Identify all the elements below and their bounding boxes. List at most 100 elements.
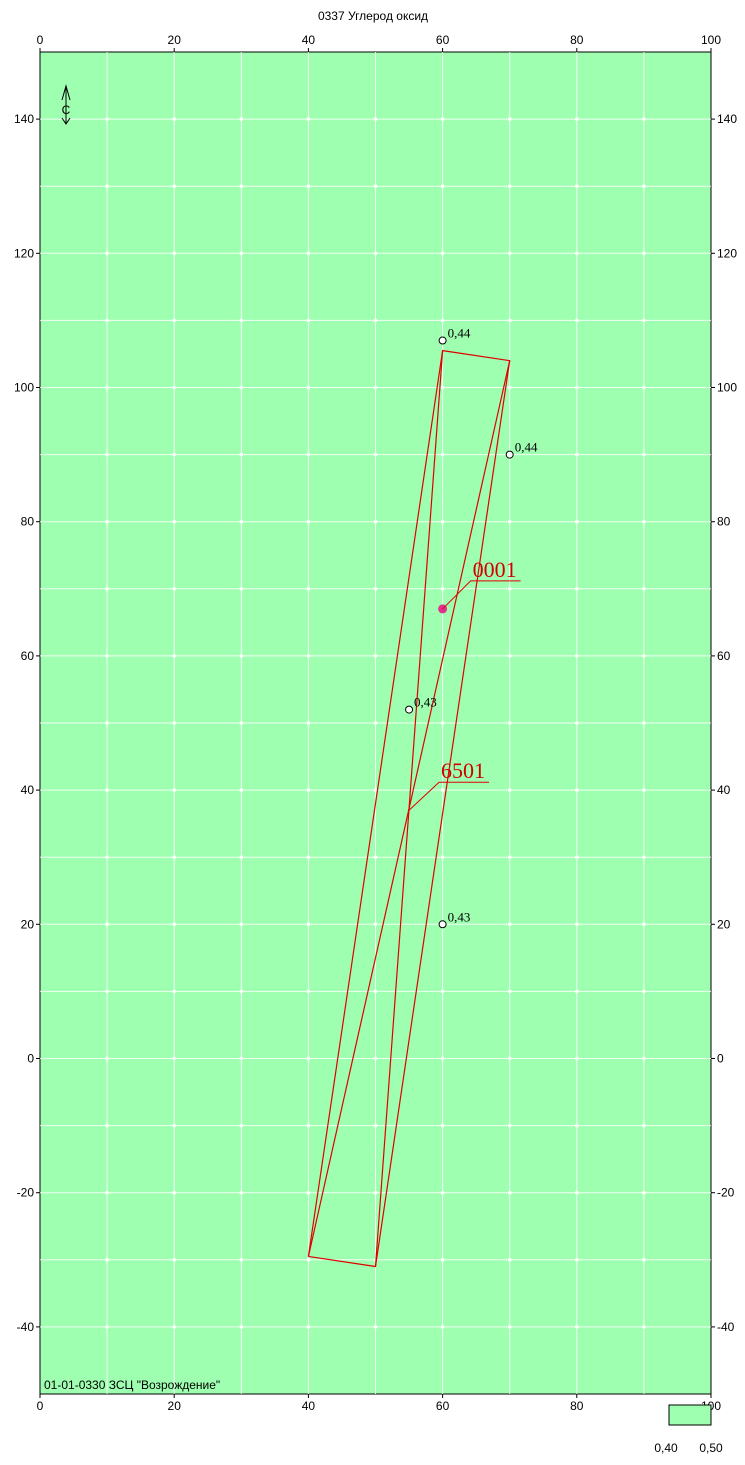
- y-axis-right: 140 120 100 80 60 40 20 0 -20 -40: [711, 112, 737, 1334]
- grid-dot: [306, 1325, 311, 1329]
- grid-dot: [172, 855, 176, 859]
- grid-dot: [172, 117, 176, 121]
- grid-dot: [172, 1190, 176, 1195]
- grid-dot: [507, 855, 512, 859]
- grid-dot: [239, 1123, 244, 1128]
- grid-dot: [440, 788, 445, 792]
- grid-dot: [172, 1123, 176, 1128]
- y-tick-label: 140: [14, 112, 34, 126]
- grid-dot: [575, 989, 579, 994]
- grid-dot: [507, 654, 512, 658]
- grid-dot: [172, 922, 176, 927]
- grid-dot: [373, 855, 378, 859]
- map-title: 0337 Углерод оксид: [318, 9, 428, 23]
- grid-dot: [507, 989, 512, 994]
- grid-dot: [642, 452, 646, 457]
- grid-dot: [440, 1056, 445, 1061]
- grid-dot: [239, 1258, 244, 1262]
- grid-dot: [172, 654, 176, 658]
- grid-dot: [642, 922, 646, 927]
- x-tick-label: 0: [37, 33, 44, 47]
- grid-dot: [575, 117, 579, 121]
- grid-dot: [239, 117, 244, 121]
- grid-dot: [105, 184, 109, 188]
- grid-dot: [575, 318, 579, 323]
- grid-dot: [172, 184, 176, 188]
- y-tick-label: 60: [717, 649, 731, 663]
- y-tick-label: 120: [14, 246, 34, 260]
- grid-dot: [239, 251, 244, 256]
- y-axis-left: 140 120 100 80 60 40 20 0 -20 -40: [14, 112, 40, 1334]
- grid-dot: [575, 1056, 579, 1061]
- y-tick-label: 80: [21, 515, 35, 529]
- grid-dot: [507, 318, 512, 323]
- grid-dot: [239, 452, 244, 457]
- x-tick-label: 80: [570, 1399, 584, 1413]
- legend-label-max: 0,50: [699, 1441, 723, 1455]
- grid-dot: [306, 1258, 311, 1262]
- grid-dot: [575, 251, 579, 256]
- grid-dot: [172, 721, 176, 725]
- grid-dot: [306, 385, 311, 390]
- y-tick-label: -40: [717, 1320, 735, 1334]
- grid-dot: [239, 1056, 244, 1061]
- grid-dot: [105, 117, 109, 121]
- grid-dot: [440, 587, 445, 591]
- grid-dot: [642, 251, 646, 256]
- grid-dot: [105, 1190, 109, 1195]
- grid-dot: [239, 587, 244, 591]
- x-tick-label: 20: [168, 1399, 182, 1413]
- grid-dot: [172, 519, 176, 524]
- grid-dot: [507, 922, 512, 927]
- grid-dot: [306, 318, 311, 323]
- grid-dot: [373, 1056, 378, 1061]
- boundary-diagonal: [374, 350, 444, 1267]
- grid-dot: [440, 318, 445, 323]
- grid-dot: [172, 318, 176, 323]
- grid-dot: [373, 587, 378, 591]
- grid-dot: [373, 654, 378, 658]
- grid-dot: [642, 1123, 646, 1128]
- grid-dot: [105, 788, 109, 792]
- grid-dot: [306, 654, 311, 658]
- grid-dot: [105, 721, 109, 725]
- y-tick-label: 140: [717, 112, 737, 126]
- grid-dot: [373, 989, 378, 994]
- grid-dot: [642, 1056, 646, 1061]
- grid-dot: [105, 1258, 109, 1262]
- grid-dot: [575, 587, 579, 591]
- grid-dot: [105, 654, 109, 658]
- grid-dot: [507, 587, 512, 591]
- grid-dot: [373, 452, 378, 457]
- calc-point-marker: [505, 450, 514, 459]
- y-tick-label: 20: [21, 917, 35, 931]
- grid-dot: [172, 385, 176, 390]
- grid-dot: [440, 1258, 445, 1262]
- grid-dot: [306, 519, 311, 524]
- grid-dot: [306, 184, 311, 188]
- y-tick-label: 100: [14, 381, 34, 395]
- grid-dot: [507, 1258, 512, 1262]
- grid-dot: [373, 184, 378, 188]
- grid-dot: [440, 989, 445, 994]
- grid-dot: [373, 1123, 378, 1128]
- grid-dot: [507, 721, 512, 725]
- grid-dot: [575, 1258, 579, 1262]
- grid-dot: [239, 654, 244, 658]
- grid-dot: [575, 721, 579, 725]
- grid-dot: [642, 587, 646, 591]
- grid-dot: [373, 1190, 378, 1195]
- grid-dot: [306, 922, 311, 927]
- calc-point-label: 0,43: [414, 695, 437, 710]
- grid-dot: [373, 1325, 378, 1329]
- grid-dot: [575, 519, 579, 524]
- grid-dot: [575, 1325, 579, 1329]
- source-label: 0001: [473, 557, 517, 582]
- calc-point-label: 0,43: [448, 909, 471, 924]
- grid-dot: [105, 452, 109, 457]
- grid-dot: [172, 1325, 176, 1329]
- grid-dot: [440, 251, 445, 256]
- grid-dot: [507, 117, 512, 121]
- grid-dot: [172, 1056, 176, 1061]
- grid-dot: [239, 318, 244, 323]
